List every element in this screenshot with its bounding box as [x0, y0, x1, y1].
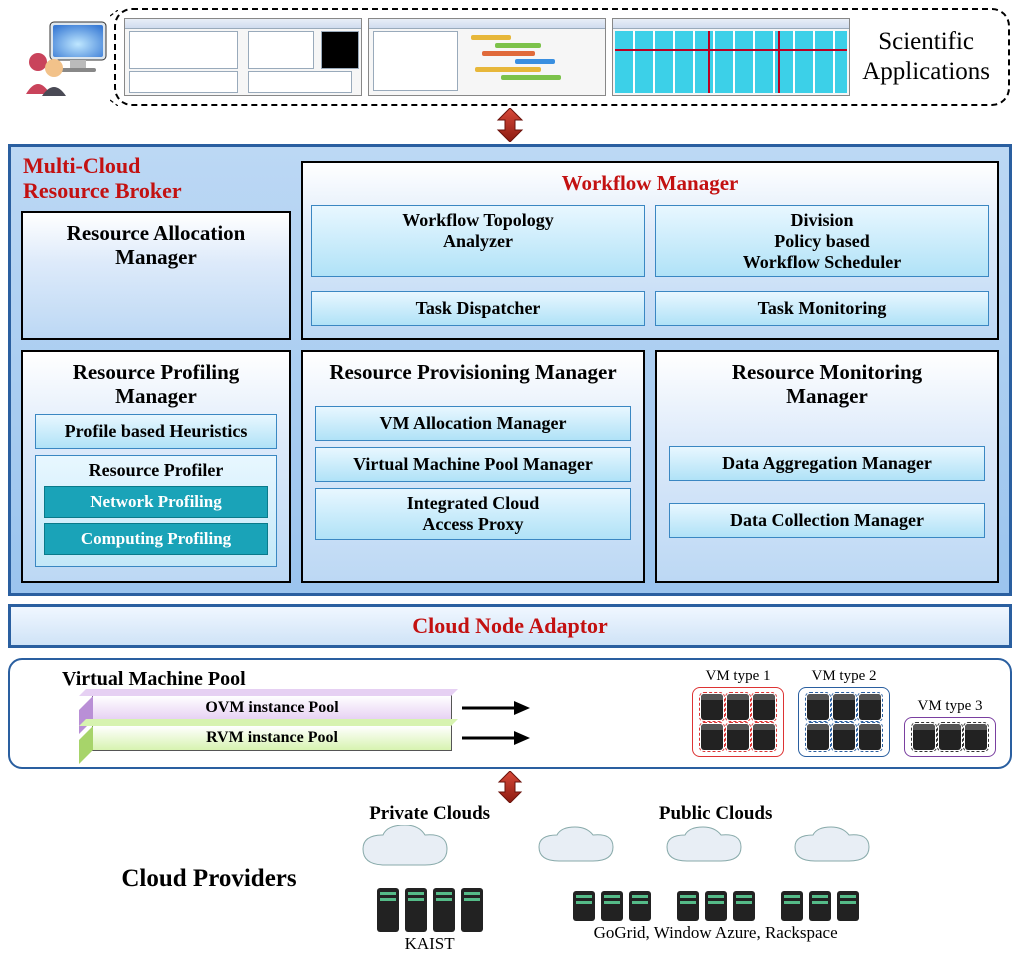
app-thumbnail-3	[612, 18, 850, 96]
resource-profiler-title: Resource Profiler	[38, 460, 274, 481]
task-dispatcher: Task Dispatcher	[311, 291, 645, 326]
resource-allocation-manager-title: Resource AllocationManager	[31, 221, 281, 269]
resource-monitoring-manager-panel: Resource MonitoringManager Data Aggregat…	[655, 350, 999, 583]
resource-provisioning-manager-panel: Resource Provisioning Manager VM Allocat…	[301, 350, 645, 583]
public-clouds: Public Clouds GoGrid, Window Azure, Rack…	[533, 803, 899, 943]
vm-allocation-manager: VM Allocation Manager	[315, 406, 631, 441]
app-thumbnail-1	[124, 18, 362, 96]
profiling-title: Resource ProfilingManager	[31, 360, 281, 408]
vm-type-3: VM type 3	[904, 698, 996, 757]
provisioning-title: Resource Provisioning Manager	[311, 360, 635, 384]
ovm-instance-pool: OVM instance Pool	[92, 695, 452, 721]
scientific-apps-label: Scientific Applications	[862, 27, 990, 87]
cloud-icon	[789, 825, 899, 871]
vm-pool-manager: Virtual Machine Pool Manager	[315, 447, 631, 482]
arrow-rvm	[460, 728, 530, 748]
vm-type-2: VM type 2	[798, 668, 890, 757]
cloud-providers-row: Cloud Providers Private Clouds KAIST Pub…	[8, 803, 1012, 954]
integrated-cloud-access-proxy: Integrated CloudAccess Proxy	[315, 488, 631, 539]
arrow-pool-to-providers	[497, 771, 523, 803]
workflow-manager-panel: Workflow Manager Workflow TopologyAnalyz…	[301, 161, 999, 340]
multi-cloud-resource-broker: Multi-Cloud Resource Broker Resource All…	[8, 144, 1012, 596]
profile-heuristics: Profile based Heuristics	[35, 414, 277, 449]
data-collection-manager: Data Collection Manager	[669, 503, 985, 538]
workflow-manager-title: Workflow Manager	[311, 171, 989, 195]
virtual-machine-pool: Virtual Machine Pool OVM instance Pool R…	[8, 658, 1012, 769]
network-profiling: Network Profiling	[44, 486, 268, 518]
private-clouds: Private Clouds KAIST	[355, 803, 505, 954]
resource-profiling-manager-panel: Resource ProfilingManager Profile based …	[21, 350, 291, 583]
cloud-icon	[661, 825, 771, 871]
app-thumbnail-2	[368, 18, 606, 96]
resource-profiler: Resource Profiler Network Profiling Comp…	[35, 455, 277, 567]
division-policy-scheduler: DivisionPolicy basedWorkflow Scheduler	[655, 205, 989, 277]
computing-profiling: Computing Profiling	[44, 523, 268, 555]
resource-allocation-manager-panel: Resource AllocationManager	[21, 211, 291, 340]
connector-lines	[110, 10, 118, 106]
cloud-icon	[355, 825, 505, 877]
cloud-icon	[533, 825, 643, 871]
users-icon	[16, 18, 112, 96]
cloud-node-adaptor: Cloud Node Adaptor	[8, 604, 1012, 648]
data-aggregation-manager: Data Aggregation Manager	[669, 446, 985, 481]
arrow-apps-to-broker	[496, 108, 524, 142]
rvm-instance-pool: RVM instance Pool	[92, 725, 452, 751]
task-monitoring: Task Monitoring	[655, 291, 989, 326]
scientific-apps-box: Scientific Applications	[114, 8, 1010, 106]
broker-title: Multi-Cloud Resource Broker	[23, 153, 182, 204]
vm-type-1: VM type 1	[692, 668, 784, 757]
arrow-ovm	[460, 698, 530, 718]
monitoring-title: Resource MonitoringManager	[665, 360, 989, 408]
cloud-providers-title: Cloud Providers	[121, 865, 296, 893]
workflow-topology-analyzer: Workflow TopologyAnalyzer	[311, 205, 645, 277]
